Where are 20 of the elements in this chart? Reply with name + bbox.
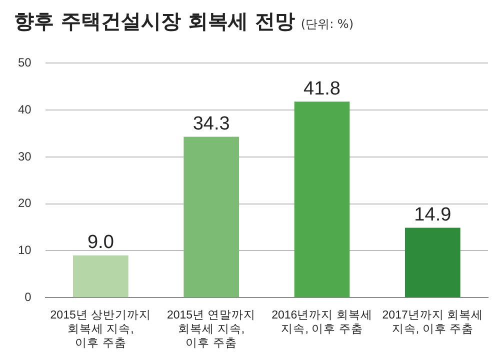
y-tick-label: 40 bbox=[18, 102, 32, 116]
data-label: 41.8 bbox=[304, 78, 340, 100]
bar bbox=[73, 255, 128, 298]
y-tick-label: 0 bbox=[24, 290, 32, 304]
chart-subtitle: (단위: %) bbox=[300, 17, 354, 31]
data-label: 14.9 bbox=[414, 204, 452, 226]
x-tick-label: 2017년까지 회복세 지속, 이후 주춤 bbox=[382, 310, 484, 336]
x-tick-label: 2016년까지 회복세 지속, 이후 주춤 bbox=[272, 310, 372, 336]
bar bbox=[184, 136, 240, 298]
y-tick-label: 30 bbox=[18, 149, 32, 164]
data-label: 9.0 bbox=[87, 232, 114, 254]
y-tick-label: 50 bbox=[18, 56, 32, 70]
bar bbox=[294, 102, 350, 298]
chart-title: 향후 주택건설시장 회복세 전망 bbox=[14, 9, 295, 33]
x-tick-label: 2015년 연말까지 회복세 지속, 이후 주춤 bbox=[166, 310, 256, 350]
y-tick-label: 10 bbox=[18, 243, 32, 258]
x-tick-label: 2015년 상반기까지 회복세 지속, 이후 주춤 bbox=[50, 310, 152, 350]
y-tick-label: 20 bbox=[18, 196, 32, 210]
data-label: 34.3 bbox=[192, 114, 230, 135]
bar bbox=[405, 228, 460, 298]
